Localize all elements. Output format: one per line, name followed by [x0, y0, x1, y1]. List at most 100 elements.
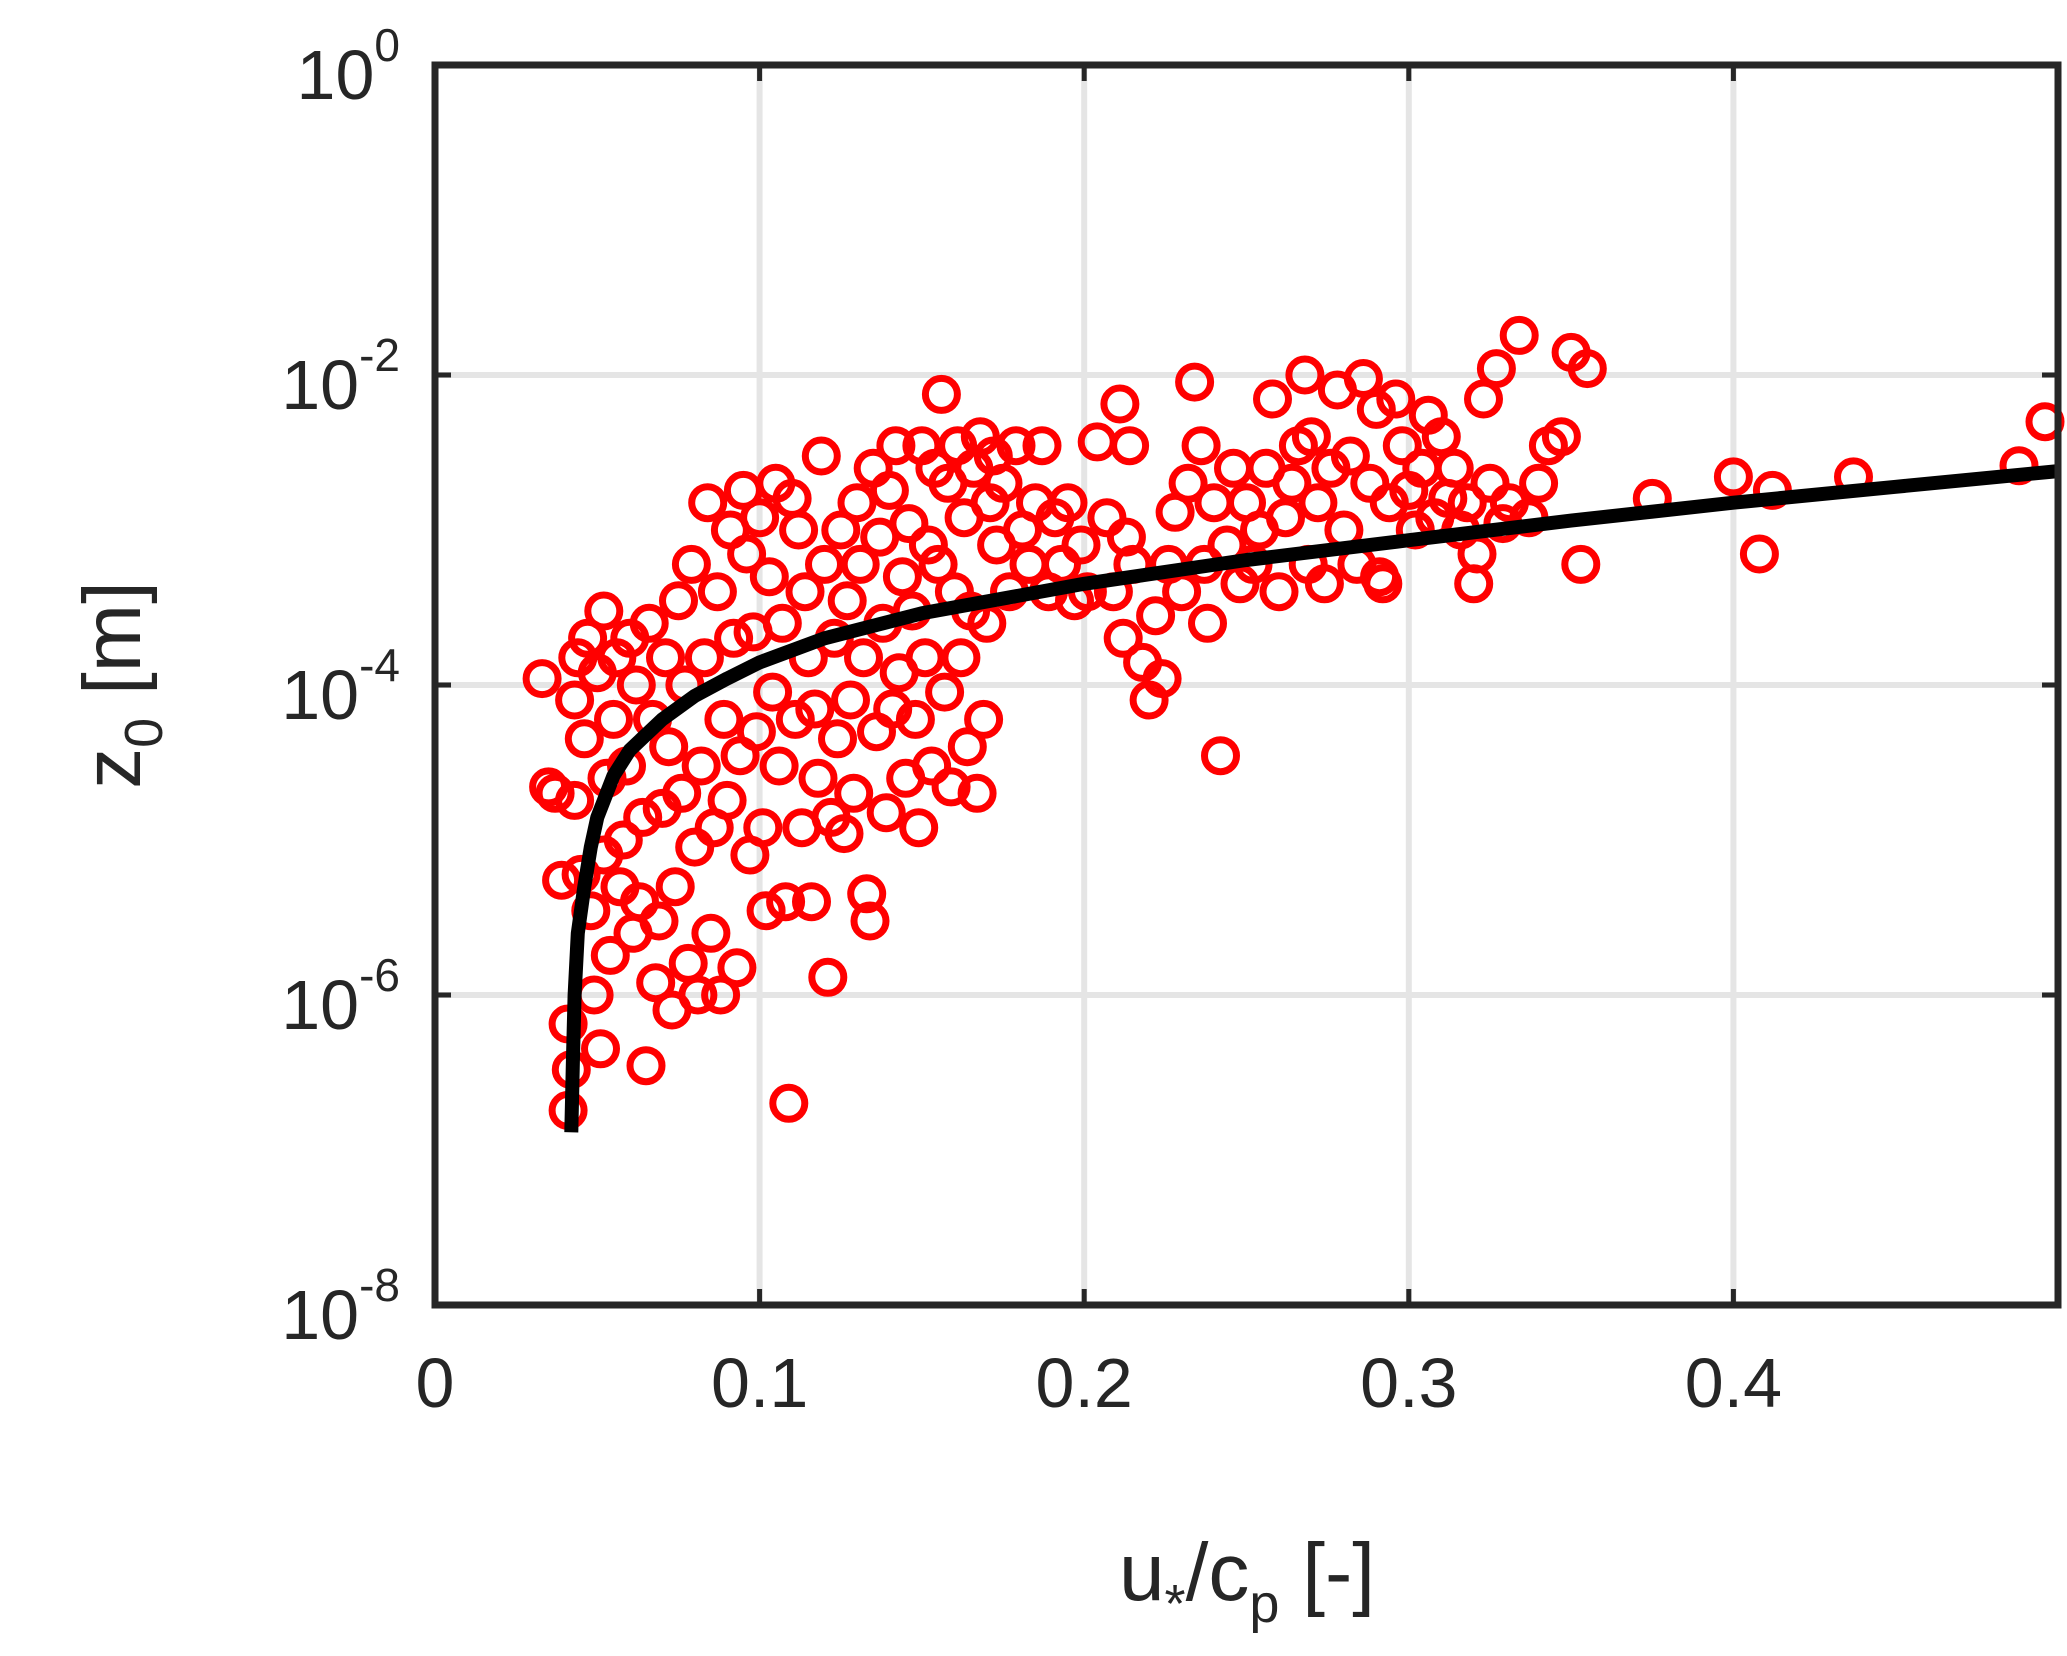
data-point	[1259, 572, 1299, 612]
data-point	[1541, 417, 1581, 457]
data-point	[1253, 379, 1292, 419]
data-point	[564, 719, 604, 759]
data-point	[1181, 426, 1221, 466]
data-point	[701, 975, 741, 1015]
data-point	[697, 572, 737, 612]
data-point	[889, 504, 929, 544]
data-point	[866, 793, 906, 833]
data-point	[691, 913, 731, 953]
data-point	[684, 638, 724, 678]
data-point	[655, 867, 695, 907]
data-point	[921, 374, 961, 414]
data-point	[957, 773, 997, 813]
data-point	[740, 498, 780, 538]
data-point	[899, 808, 939, 848]
data-point	[704, 699, 744, 739]
data-point	[824, 814, 864, 854]
data-point	[590, 935, 630, 975]
data-point	[759, 746, 799, 786]
data-point	[1421, 417, 1461, 457]
data-point	[1291, 417, 1331, 457]
data-point	[818, 719, 857, 759]
x-tick-label: 0.2	[1036, 1344, 1133, 1422]
data-point	[1110, 426, 1150, 466]
data-point	[925, 672, 965, 712]
data-point	[834, 773, 874, 813]
data-point	[1739, 534, 1779, 574]
data-point	[869, 470, 909, 510]
x-tick-label: 0.4	[1685, 1344, 1782, 1422]
data-point	[1298, 483, 1338, 523]
data-point	[678, 975, 718, 1015]
data-point	[1142, 659, 1182, 699]
data-point	[996, 426, 1036, 466]
data-point	[908, 525, 948, 565]
data-point	[837, 483, 877, 523]
x-axis-title: u*/cp [-]	[1119, 1527, 1375, 1634]
data-point	[801, 436, 841, 476]
y-tick-label: 10-8	[281, 1259, 400, 1354]
data-point	[1100, 384, 1140, 424]
y-tick-label: 10-4	[281, 639, 400, 734]
y-tick-label: 10-6	[281, 949, 400, 1044]
axis-ticks	[432, 62, 2058, 1308]
data-point	[775, 699, 815, 739]
data-point	[844, 638, 883, 678]
data-point	[983, 463, 1023, 503]
data-point	[629, 603, 669, 643]
data-point	[1061, 525, 1101, 565]
data-point	[555, 680, 595, 720]
data-point	[1304, 564, 1344, 604]
data-point	[749, 557, 789, 597]
y-axis-title: z0 [m]	[67, 581, 174, 789]
data-point	[1350, 463, 1390, 503]
data-point	[1022, 426, 1062, 466]
x-tick-label: 0.1	[711, 1344, 808, 1422]
data-point	[785, 572, 825, 612]
data-point	[766, 882, 806, 922]
data-point	[522, 659, 562, 699]
data-point	[688, 483, 728, 523]
x-tick-labels: 0 0.1 0.2 0.3 0.4	[416, 1344, 1783, 1422]
data-point	[1567, 349, 1607, 389]
fit-curve	[564, 464, 2059, 1133]
data-point	[681, 746, 721, 786]
data-point	[805, 544, 844, 584]
data-point	[798, 758, 838, 798]
y-tick-labels: 10-8 10-6 10-4 10-2 100	[281, 19, 400, 1354]
data-point	[931, 767, 971, 807]
data-point	[1285, 355, 1325, 395]
data-point	[707, 780, 747, 820]
data-point	[918, 544, 958, 584]
data-point	[753, 672, 793, 712]
data-point	[1434, 448, 1474, 488]
data-point	[827, 581, 867, 621]
data-point	[1087, 498, 1127, 538]
data-point	[1042, 544, 1081, 584]
data-point	[671, 544, 711, 584]
data-point	[912, 746, 952, 786]
data-point	[762, 603, 802, 643]
data-point	[636, 963, 676, 1003]
data-point	[1476, 349, 1516, 389]
data-point	[1519, 463, 1559, 503]
data-point	[882, 557, 922, 597]
data-point	[717, 948, 757, 988]
data-point	[620, 882, 659, 922]
data-point	[743, 808, 783, 848]
data-point	[584, 591, 624, 631]
data-point	[662, 773, 702, 813]
data-point	[603, 820, 643, 860]
data-point	[568, 618, 608, 658]
data-point	[1048, 483, 1088, 523]
data-point	[535, 773, 575, 813]
data-point	[840, 544, 880, 584]
data-point	[1175, 362, 1215, 402]
data-point	[623, 797, 663, 837]
data-point	[649, 727, 689, 767]
data-point	[1561, 544, 1601, 584]
x-tick-label: 0	[416, 1344, 455, 1422]
data-point	[873, 689, 913, 729]
data-point	[581, 1029, 620, 1069]
data-point	[1201, 736, 1240, 776]
